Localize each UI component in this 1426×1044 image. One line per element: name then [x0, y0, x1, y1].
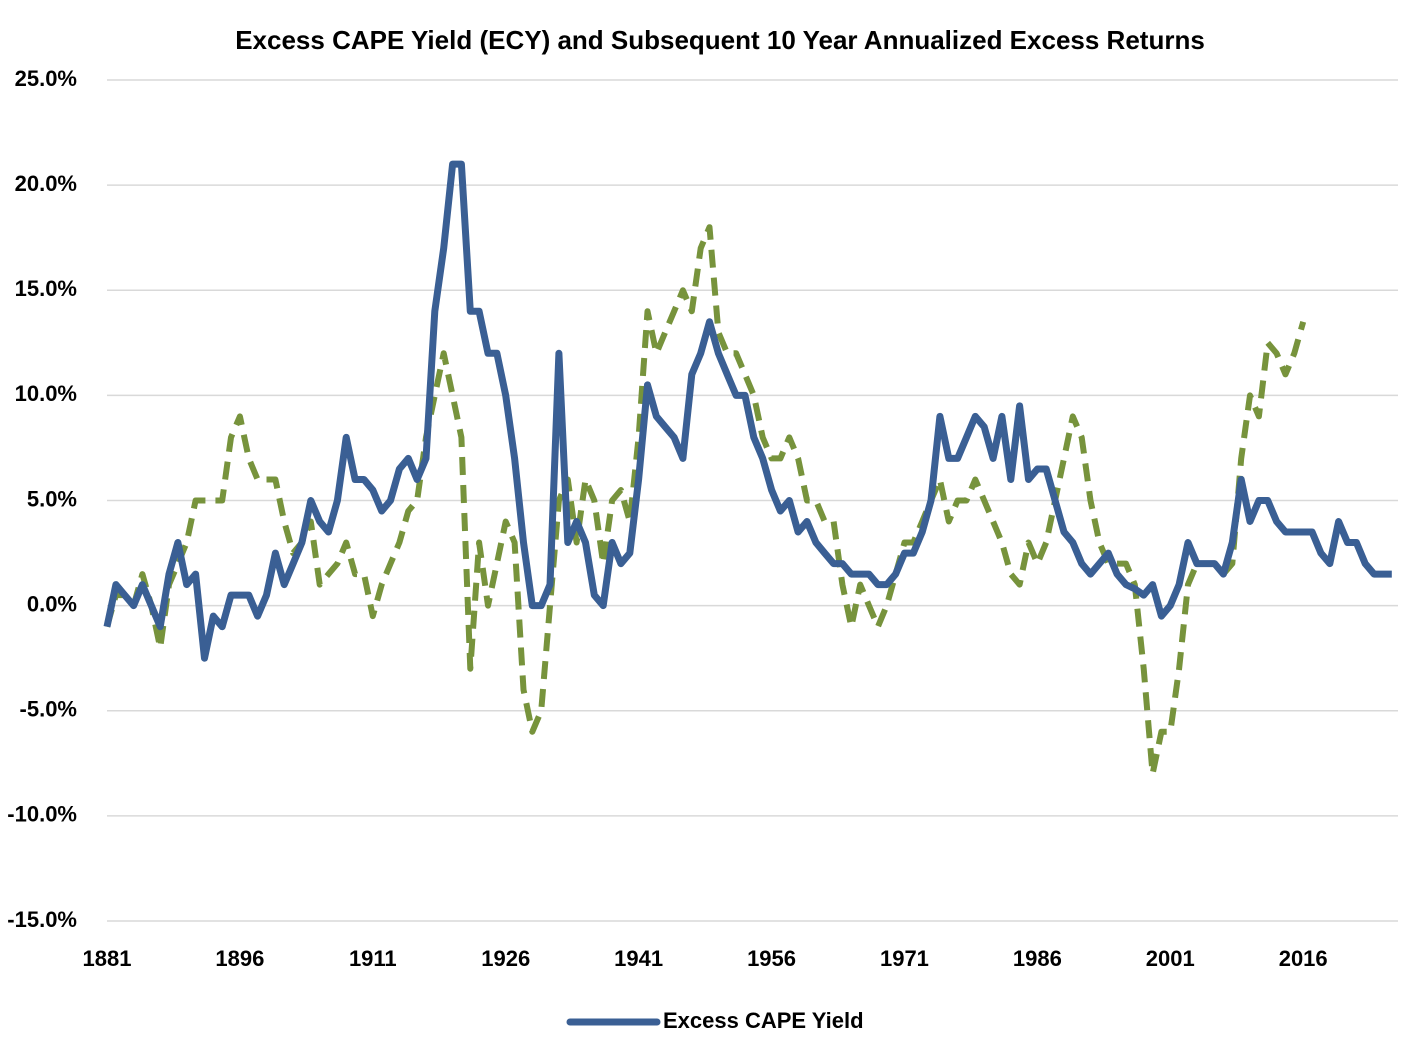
x-tick-label: 1926: [481, 946, 530, 971]
x-tick-label: 1986: [1013, 946, 1062, 971]
x-tick-label: 1971: [880, 946, 929, 971]
y-tick-label: -10.0%: [7, 802, 77, 827]
legend-label: Excess CAPE Yield: [663, 1008, 864, 1033]
y-tick-label: -15.0%: [7, 907, 77, 932]
y-tick-label: 25.0%: [15, 66, 77, 91]
y-tick-label: 5.0%: [27, 486, 77, 511]
series-line: [103, 160, 1392, 662]
chart-title: Excess CAPE Yield (ECY) and Subsequent 1…: [235, 25, 1205, 55]
x-tick-label: 1941: [614, 946, 663, 971]
y-tick-label: -5.0%: [20, 697, 77, 722]
y-tick-label: 10.0%: [15, 381, 77, 406]
x-tick-label: 1881: [83, 946, 132, 971]
y-tick-label: 15.0%: [15, 276, 77, 301]
x-tick-label: 1911: [349, 946, 397, 971]
y-tick-label: 20.0%: [15, 171, 77, 196]
x-tick-label: 1896: [215, 946, 264, 971]
x-tick-label: 2001: [1146, 946, 1195, 971]
x-tick-label: 2016: [1279, 946, 1328, 971]
x-tick-label: 1956: [747, 946, 796, 971]
y-tick-label: 0.0%: [27, 591, 77, 616]
